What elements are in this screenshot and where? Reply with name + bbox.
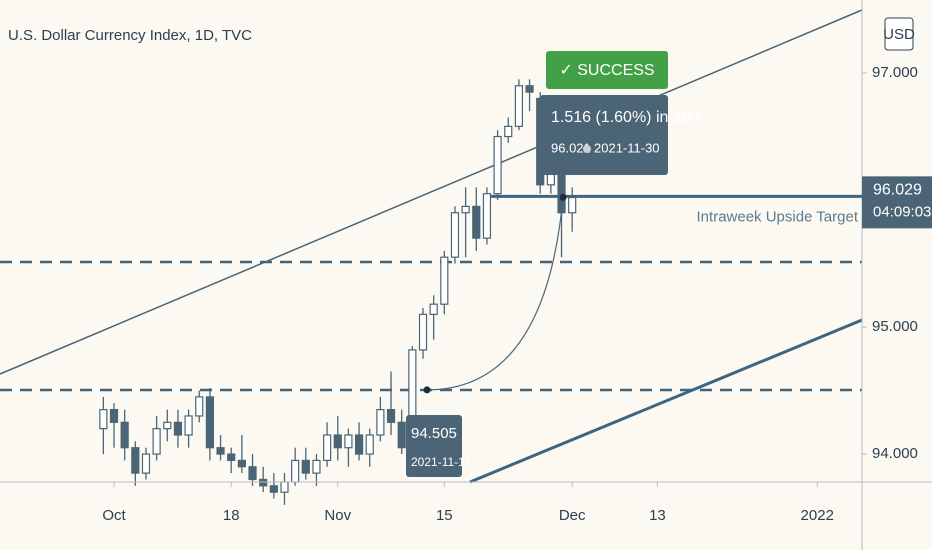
x-tick-label: Dec — [559, 507, 586, 524]
y-tick-label: 97.000 — [872, 64, 918, 81]
candle-body — [482, 193, 492, 239]
clock-icon — [583, 145, 591, 153]
candle-body — [504, 125, 513, 138]
y-tick-label: 95.000 — [872, 318, 918, 335]
candle-body — [397, 421, 406, 449]
start-date: 2021-11-11 — [411, 455, 471, 469]
end-price: 96.021 — [551, 140, 591, 155]
x-tick-label: 18 — [223, 507, 240, 524]
success-label: ✓ SUCCESS — [559, 62, 654, 79]
candle-body — [184, 415, 193, 436]
start-price: 94.505 — [411, 425, 457, 442]
x-tick-label: 13 — [649, 507, 666, 524]
info-box — [540, 95, 668, 175]
candle-body — [280, 481, 289, 493]
candle-body — [450, 212, 460, 258]
candle-body — [365, 434, 374, 455]
last-price: 96.029 — [873, 182, 922, 199]
x-tick-label: 2022 — [801, 507, 834, 524]
candle-body — [472, 205, 481, 239]
candle-body — [120, 421, 129, 449]
candle-body — [440, 256, 449, 305]
start-point — [423, 386, 431, 394]
candle-body — [109, 409, 119, 423]
success-box — [546, 51, 668, 89]
x-tick-label: 15 — [436, 507, 453, 524]
candle-body — [568, 196, 577, 214]
candle-body — [291, 459, 300, 483]
candle-body — [163, 421, 172, 430]
candle-body — [461, 205, 470, 214]
currency-box[interactable] — [884, 17, 914, 51]
candle-body — [195, 396, 204, 417]
change-label: 1.516 (1.60%) in 19d — [551, 109, 700, 126]
candle-body — [259, 478, 268, 487]
candle-body — [301, 459, 310, 474]
channel-line — [469, 318, 863, 484]
channel-line — [0, 9, 863, 375]
x-tick-label: Nov — [324, 507, 351, 524]
candle-body — [141, 453, 151, 474]
candle-body — [227, 453, 236, 462]
candle-body — [418, 313, 428, 351]
candle-body — [248, 466, 257, 481]
candle-body — [323, 434, 332, 462]
candle-body — [237, 459, 246, 468]
candle-body — [386, 409, 396, 423]
candle-body — [354, 434, 364, 455]
end-date: 2021-11-30 — [594, 140, 660, 155]
candle-body — [333, 434, 342, 449]
candle-body — [152, 428, 161, 455]
chart-title: U.S. Dollar Currency Index, 1D, TVC — [8, 27, 252, 44]
candle-body — [205, 396, 215, 449]
projection-arc — [426, 197, 564, 391]
end-point — [559, 193, 567, 201]
candle-body — [514, 85, 524, 127]
candle-body — [429, 303, 438, 315]
candle-body — [131, 447, 140, 474]
countdown: 04:09:03 — [873, 203, 931, 220]
start-box — [406, 415, 462, 477]
y-tick-label: 94.000 — [872, 445, 918, 462]
x-tick-label: Oct — [102, 507, 126, 524]
candle-body — [376, 409, 385, 436]
candle-body — [99, 409, 108, 430]
candle-body — [525, 85, 534, 93]
candle-body — [312, 459, 321, 474]
last-price-box — [862, 176, 932, 229]
candle-body — [493, 135, 502, 195]
target-label: Intraweek Upside Target — [697, 208, 859, 225]
candle-body — [269, 485, 278, 493]
candle-body — [173, 421, 183, 436]
candle-body — [344, 434, 353, 449]
candle-body — [216, 447, 225, 455]
currency[interactable]: USD — [883, 26, 915, 43]
